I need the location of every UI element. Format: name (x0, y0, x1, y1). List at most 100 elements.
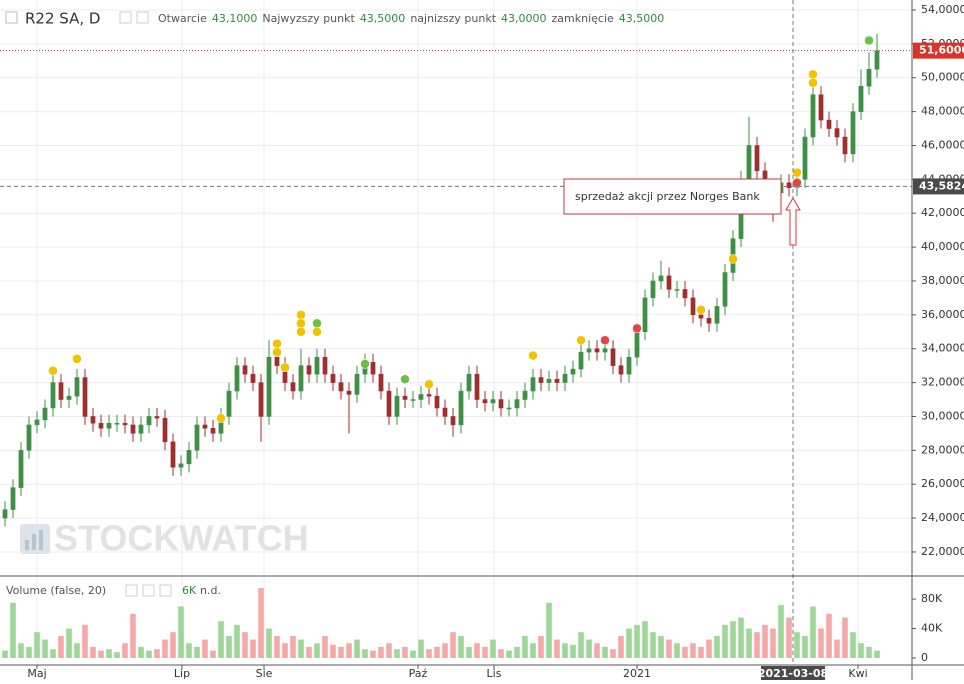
x-tick-label: Lis (487, 667, 502, 680)
y-tick-label: 40,0000 (921, 240, 964, 253)
volume-bar (858, 643, 864, 659)
candle-body (666, 275, 672, 290)
candle-body (18, 450, 24, 488)
watermark-text: STOCKWATCH (54, 518, 309, 559)
event-marker[interactable] (728, 254, 738, 264)
candle-body (714, 306, 720, 324)
volume-bar (578, 632, 584, 659)
candle-body (618, 365, 624, 375)
candle-body (626, 356, 632, 375)
event-marker[interactable] (576, 335, 586, 345)
event-marker[interactable] (48, 365, 58, 376)
crosshair-x-label: 2021-03-08 (758, 667, 828, 680)
volume-bar (442, 643, 448, 659)
candle-body (514, 399, 520, 409)
collapse-icon[interactable] (5, 11, 18, 24)
event-marker[interactable] (272, 347, 282, 357)
crosshair-x-box (761, 666, 825, 680)
symbol: R22 SA, D (25, 10, 100, 28)
volume-bar (330, 644, 336, 659)
volume-bar (546, 602, 552, 659)
candle-body (346, 390, 352, 395)
event-marker[interactable] (424, 379, 434, 390)
candle-body (202, 424, 208, 429)
candle-body (578, 351, 584, 370)
event-marker[interactable] (528, 350, 538, 361)
eye-icon[interactable] (125, 584, 138, 597)
event-marker[interactable] (72, 354, 82, 364)
volume-bar (586, 639, 592, 659)
candle-body (82, 377, 88, 417)
volume-bar (426, 649, 432, 659)
volume-bar (322, 635, 328, 659)
x-tick-label: 2021 (623, 667, 651, 680)
candle-body (546, 378, 552, 383)
volume-bar (410, 650, 416, 659)
event-marker[interactable] (312, 318, 322, 329)
event-marker[interactable] (216, 413, 226, 423)
event-marker[interactable] (296, 327, 306, 337)
volume-bar (874, 650, 880, 659)
event-marker[interactable] (864, 35, 874, 46)
volume-bar (58, 635, 64, 659)
event-marker[interactable] (296, 310, 306, 320)
event-marker[interactable] (296, 318, 306, 329)
y-tick-label: 28,0000 (921, 443, 964, 456)
candle-body (314, 356, 320, 375)
event-marker[interactable] (808, 69, 818, 80)
volume-bar (802, 635, 808, 659)
event-marker[interactable] (696, 305, 706, 315)
candle-body (722, 272, 728, 307)
volume-bar (34, 632, 40, 659)
candle-body (682, 289, 688, 299)
volume-bar (714, 635, 720, 659)
candle-body (418, 394, 424, 400)
eye-icon[interactable] (119, 11, 132, 24)
x-tick-label: Sie (256, 667, 273, 680)
volume-bar (642, 621, 648, 659)
candle-body (50, 382, 56, 409)
volume-bar (138, 646, 144, 659)
header: R22 SA, D Otwarcie 43,1000 Najwyzszy punkt… (5, 10, 664, 28)
candle-body (874, 50, 880, 70)
event-marker[interactable] (400, 374, 410, 384)
volume-bar (514, 646, 520, 659)
watermark-icon-bar (32, 534, 36, 550)
event-marker[interactable] (280, 362, 290, 373)
volume-bar (754, 632, 760, 659)
event-marker[interactable] (360, 359, 370, 369)
candle-body (818, 94, 824, 121)
volume-title: Volume (false, 20) (6, 584, 106, 597)
event-marker[interactable] (312, 327, 322, 337)
volume-bar (850, 632, 856, 659)
close-icon[interactable] (159, 584, 172, 597)
event-marker[interactable] (272, 338, 282, 349)
candle-body (554, 378, 560, 383)
event-marker[interactable] (792, 167, 802, 178)
event-marker[interactable] (792, 177, 802, 188)
candle-body (754, 145, 760, 172)
event-marker[interactable] (808, 78, 818, 88)
candle-body (26, 424, 32, 451)
volume-bar (474, 643, 480, 659)
y-tick-label: 42,0000 (921, 206, 964, 219)
volume-bar (250, 639, 256, 659)
settings-icon[interactable] (142, 584, 155, 597)
volume-bar (434, 646, 440, 659)
volume-bar (794, 632, 800, 659)
volume-bar (314, 643, 320, 659)
x-tick-label: Maj (27, 667, 46, 680)
candle-body (842, 136, 848, 155)
event-marker[interactable] (632, 323, 642, 334)
ohlc-high-label: Najwyzszy punkt (262, 12, 355, 25)
event-marker[interactable] (600, 335, 610, 345)
volume-bar (506, 650, 512, 659)
ohlc-low-label: najnizszy punkt (410, 12, 496, 25)
settings-icon[interactable] (136, 11, 149, 24)
volume-bar (706, 639, 712, 659)
candle-body (58, 382, 64, 400)
volume-bar (2, 650, 8, 659)
volume-bar (218, 621, 224, 659)
crosshair-y-label: 43,5824 (919, 179, 964, 192)
